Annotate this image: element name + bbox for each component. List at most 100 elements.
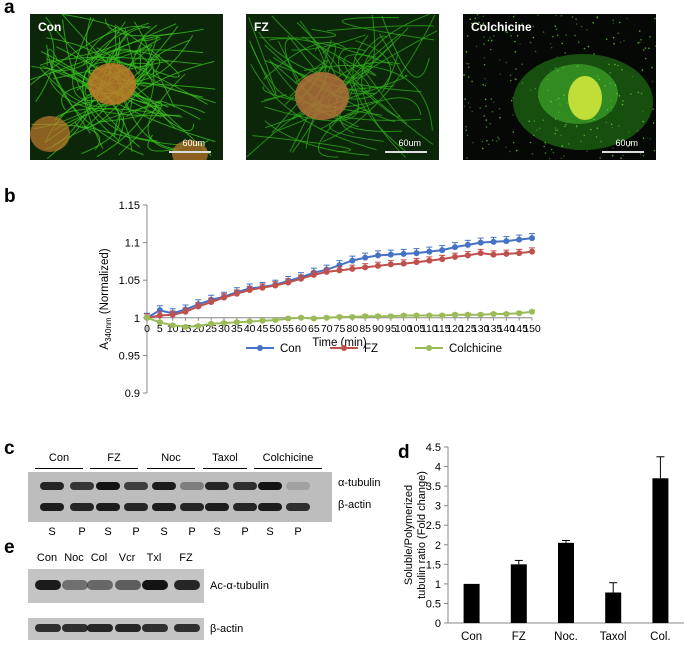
data-point-con xyxy=(208,296,215,303)
data-point-con xyxy=(169,310,176,317)
microtubule-strand xyxy=(264,120,370,156)
speckle xyxy=(483,36,485,38)
speckle xyxy=(485,119,488,121)
speckle xyxy=(510,99,513,102)
speckle xyxy=(637,42,639,44)
speckle xyxy=(623,39,625,42)
x-tick-label: 5 xyxy=(157,323,163,335)
speckle xyxy=(630,140,632,143)
microtubule-strand xyxy=(341,17,435,41)
speckle xyxy=(652,108,654,110)
speckle xyxy=(509,74,512,76)
speckle xyxy=(642,110,644,112)
data-point-fz xyxy=(503,250,510,257)
speckle xyxy=(583,47,586,50)
tubulin-band xyxy=(152,482,176,490)
speckle xyxy=(617,125,620,127)
x-tick-label: 15 xyxy=(180,323,192,335)
speckle xyxy=(549,42,552,45)
y-tick-label: 4.5 xyxy=(426,442,441,454)
x-tick-label: 145 xyxy=(510,323,528,335)
data-point-con xyxy=(516,236,523,243)
speckle xyxy=(652,122,655,124)
microtubule-strand xyxy=(263,42,347,80)
panel-letter-a: a xyxy=(4,0,15,18)
data-point-con xyxy=(233,289,240,296)
data-point-colchicine xyxy=(336,314,343,321)
speckle xyxy=(620,157,622,159)
panel-letter-c: c xyxy=(4,438,15,459)
speckle xyxy=(485,126,488,128)
speckle xyxy=(612,19,614,22)
data-point-fz xyxy=(529,248,535,255)
data-point-fz xyxy=(387,261,394,268)
ac-tubulin-band xyxy=(87,580,113,590)
speckle xyxy=(648,47,650,50)
speckle xyxy=(468,76,470,78)
speckle xyxy=(618,21,621,24)
speckle xyxy=(575,18,577,20)
speckle xyxy=(538,96,540,98)
speckle xyxy=(467,62,470,65)
speckle xyxy=(577,41,580,43)
x-tick-label: 95 xyxy=(385,323,397,335)
speckle xyxy=(626,17,628,20)
speckle xyxy=(554,67,557,69)
speckle xyxy=(498,138,500,140)
microtubule-strand xyxy=(114,26,176,150)
speckle xyxy=(641,69,644,71)
data-point-colchicine xyxy=(452,311,458,318)
data-point-fz xyxy=(426,257,433,264)
speckle xyxy=(612,22,615,24)
blot-membrane xyxy=(28,472,332,522)
speckle xyxy=(653,149,656,152)
data-point-fz xyxy=(490,251,497,258)
x-tick-label: 45 xyxy=(257,323,269,335)
microtubule-strand xyxy=(318,119,339,158)
data-point-fz xyxy=(182,308,189,315)
microtubule-strand xyxy=(55,107,183,118)
bar xyxy=(558,542,574,623)
panel-letter-e: e xyxy=(4,537,15,558)
speckle xyxy=(489,48,492,51)
micrograph-label: Con xyxy=(38,20,62,34)
lane-label: Col xyxy=(90,552,108,564)
speckle xyxy=(521,82,524,84)
scale-bar-label: 60um xyxy=(615,138,638,148)
speckle xyxy=(529,141,532,144)
data-point-colchicine xyxy=(439,312,446,319)
blot-membrane-actin xyxy=(28,618,204,640)
actin-band xyxy=(96,503,120,511)
speckle xyxy=(592,21,594,24)
ac-tubulin-band xyxy=(115,580,141,590)
data-point-con xyxy=(452,244,458,251)
data-point-fz xyxy=(233,290,240,297)
data-point-colchicine xyxy=(169,322,176,329)
blot-group-label: Noc xyxy=(161,452,181,464)
speckle xyxy=(621,69,623,71)
speckle xyxy=(554,127,557,129)
speckle xyxy=(644,47,647,49)
microtubule-strand xyxy=(50,59,162,118)
speckle xyxy=(562,66,564,69)
speckle xyxy=(654,45,656,47)
y-tick-label: 0.9 xyxy=(125,388,140,400)
speckle xyxy=(631,76,634,78)
lane-label: Noc xyxy=(64,552,84,564)
speckle xyxy=(484,98,487,101)
data-point-colchicine xyxy=(195,323,202,330)
microtubule-strand xyxy=(30,23,177,81)
speckle xyxy=(612,147,614,149)
micrograph-3: Colchicine 60um xyxy=(463,14,656,160)
data-point-colchicine xyxy=(349,314,356,321)
microtubule-strand xyxy=(96,21,155,158)
actin-band xyxy=(152,503,176,511)
data-point-fz xyxy=(336,267,343,274)
data-point-colchicine xyxy=(362,313,369,320)
speckle xyxy=(627,145,629,148)
data-point-con xyxy=(221,293,227,300)
microtubule-strand xyxy=(119,50,161,78)
y-tick-label: 1 xyxy=(435,579,441,591)
data-point-colchicine xyxy=(246,318,253,325)
speckle xyxy=(575,23,578,25)
